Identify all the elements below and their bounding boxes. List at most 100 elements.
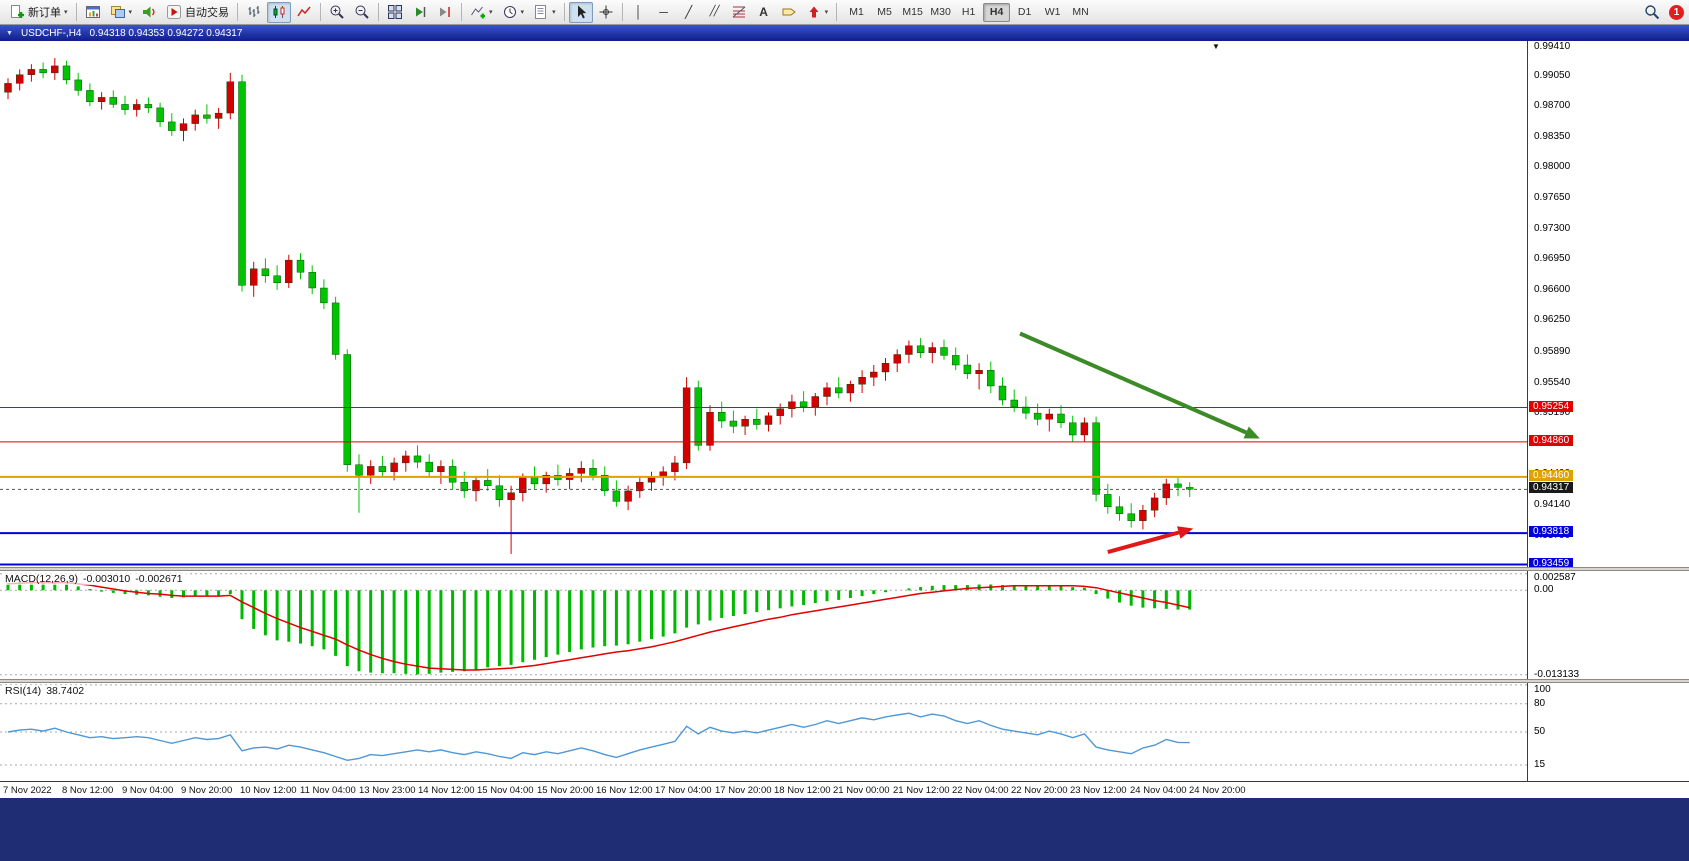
chart-window-icon (85, 6, 100, 18)
timeframe-m5-button[interactable]: M5 (877, 6, 892, 18)
time-tick: 17 Nov 20:00 (715, 785, 772, 796)
candle-body (144, 104, 153, 109)
panel-splitter[interactable] (0, 567, 1689, 571)
bar-chart-button[interactable] (242, 2, 266, 23)
vertical-line-tool-button[interactable]: │ (627, 2, 651, 23)
auto-trading-button[interactable]: 自动交易 (162, 2, 233, 23)
candle-body (589, 468, 597, 476)
candle-body (27, 69, 36, 75)
time-tick: 11 Nov 04:00 (300, 785, 356, 796)
time-axis[interactable]: 7 Nov 2022 8 Nov 12:00 9 Nov 04:00 9 Nov 20… (0, 781, 1689, 798)
horizontal-line-icon: ─ (659, 5, 668, 19)
candle-body (682, 387, 691, 464)
templates-button[interactable]: ▾ (529, 2, 560, 23)
periods-button[interactable]: ▾ (498, 2, 529, 23)
notification-badge[interactable]: 1 (1669, 4, 1684, 20)
indicators-button[interactable]: ▾ (466, 2, 497, 23)
macd-label: MACD(12,26,9) -0.003010 -0.002671 (5, 573, 188, 585)
channel-tool-button[interactable]: ╱╱ (702, 2, 726, 23)
auto-scroll-button[interactable] (408, 2, 432, 23)
time-tick: 21 Nov 00:00 (833, 785, 890, 796)
candle-body (472, 480, 480, 492)
time-tick: 23 Nov 12:00 (1070, 785, 1127, 796)
cursor-button[interactable] (568, 1, 593, 23)
candle-body (97, 97, 106, 103)
downtrend-arrow[interactable] (1019, 331, 1248, 435)
candle-body (811, 396, 819, 408)
candle-body (39, 69, 47, 74)
downtrend-arrow-head[interactable] (1243, 426, 1260, 439)
price-tick: 0.98000 (1534, 161, 1571, 173)
toolbar-separator (320, 3, 322, 21)
macd-chart (0, 573, 1527, 676)
chart-window-button[interactable] (81, 2, 105, 23)
zoom-in-icon (330, 5, 344, 19)
timeframe-h4-button[interactable]: H4 (983, 2, 1011, 22)
candlestick-chart-icon (273, 6, 285, 18)
chart-shift-icon (440, 7, 450, 17)
timeframe-w1-button[interactable]: W1 (1044, 6, 1061, 18)
candle-body (1045, 413, 1054, 420)
candle-body (74, 79, 82, 91)
collapse-icon[interactable]: ▼ (6, 29, 13, 37)
auto-trading-label: 自动交易 (185, 7, 230, 19)
toolbar-separator (563, 3, 565, 21)
timeframe-m30-button[interactable]: M30 (930, 6, 951, 18)
time-tick: 13 Nov 23:00 (359, 785, 416, 796)
new-order-button[interactable]: 新订单 ▾ (5, 2, 72, 23)
arrows-tool-button[interactable]: ▾ (802, 2, 833, 23)
support-bounce-arrow-head[interactable] (1177, 526, 1194, 539)
timeframe-h1-button[interactable]: H1 (961, 6, 976, 18)
line-chart-icon (297, 6, 311, 17)
candle-body (413, 455, 422, 463)
candle-body (1080, 422, 1089, 436)
toolbar-separator (621, 3, 623, 21)
chevron-down-icon: ▾ (64, 8, 68, 16)
price-chart-panel[interactable] (0, 41, 1527, 567)
price-axis[interactable]: 0.99410 0.99050 0.98700 0.98350 0.98000 0.976… (1527, 41, 1689, 798)
candle-body (881, 363, 890, 373)
zoom-in-button[interactable] (325, 2, 349, 23)
candle-body (203, 114, 211, 119)
chart-shift-button[interactable] (433, 2, 457, 23)
trendline-icon: ╱ (684, 5, 693, 19)
zoom-out-button[interactable] (350, 2, 374, 23)
trendline-tool-button[interactable]: ╱ (677, 2, 701, 23)
profiles-button[interactable]: ▾ (106, 2, 137, 23)
time-tick: 24 Nov 20:00 (1189, 785, 1246, 796)
fibonacci-tool-button[interactable] (727, 2, 751, 23)
price-tick: 0.95190 (1534, 407, 1571, 419)
chart-shift-marker[interactable]: ▼ (1212, 42, 1220, 51)
timeframe-mn-button[interactable]: MN (1072, 6, 1089, 18)
text-tool-button[interactable]: A (752, 2, 776, 23)
tile-windows-button[interactable] (383, 2, 407, 23)
panel-splitter[interactable] (0, 679, 1689, 683)
candle-body (378, 466, 387, 472)
candle-body (764, 415, 773, 425)
time-tick: 22 Nov 20:00 (1011, 785, 1068, 796)
candle-body (390, 462, 398, 472)
time-tick: 15 Nov 04:00 (477, 785, 534, 796)
support-bounce-arrow[interactable] (1107, 530, 1180, 555)
timeframe-m15-button[interactable]: M15 (902, 6, 923, 18)
horizontal-line-tool-button[interactable]: ─ (652, 2, 676, 23)
cursor-icon (577, 5, 586, 19)
line-chart-button[interactable] (292, 2, 316, 23)
chevron-down-icon: ▾ (520, 8, 525, 16)
candle-body (858, 377, 866, 385)
candle-body (846, 384, 855, 394)
candle-body (718, 412, 726, 422)
alerts-button[interactable] (137, 2, 161, 23)
auto-scroll-icon (416, 7, 426, 17)
timeframe-d1-button[interactable]: D1 (1017, 6, 1032, 18)
timeframe-m1-button[interactable]: M1 (849, 6, 864, 18)
macd-value-signal: -0.002671 (135, 573, 183, 585)
macd-indicator-panel[interactable] (0, 571, 1527, 679)
rsi-indicator-panel[interactable] (0, 683, 1527, 781)
candlestick-chart-button[interactable] (267, 1, 292, 23)
candle-body (998, 385, 1007, 401)
text-label-tool-button[interactable] (777, 2, 801, 23)
search-button[interactable] (1640, 2, 1664, 23)
candle-body (870, 371, 878, 378)
crosshair-button[interactable] (594, 2, 618, 23)
